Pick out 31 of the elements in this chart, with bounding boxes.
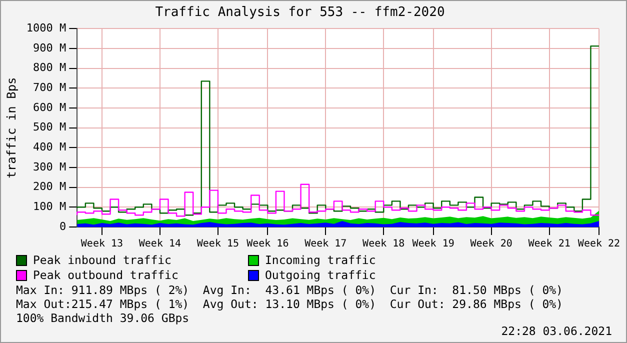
text: 100% Bandwidth 39.06 GBps — [16, 311, 190, 325]
y-tick-label: 600 M — [33, 100, 66, 114]
y-tick-label: 200 M — [33, 180, 66, 194]
y-tick-label: 100 M — [33, 200, 66, 214]
legend-label: Outgoing traffic — [265, 268, 376, 282]
x-tick-label: Week 14 — [138, 238, 182, 250]
chart-title: Traffic Analysis for 553 -- ffm2-2020 — [155, 5, 445, 20]
y-tick-label: 300 M — [33, 160, 66, 174]
text: Max In: 911.89 MBps ( 2%) Avg In: 43.61 MBps ( 0%) Cur In: 81.50 MBps ( 0%) — [16, 283, 564, 297]
x-tick-label: Week 15 — [196, 238, 240, 250]
y-tick-label: 1000 M — [26, 21, 66, 34]
x-tick-label: Week 22 — [578, 238, 620, 250]
text: 22:28 03.06.2021 — [501, 324, 612, 338]
y-tick-label: 900 M — [33, 41, 66, 54]
x-tick-label: Week 18 — [362, 238, 405, 250]
legend-label: Peak inbound traffic — [33, 253, 172, 267]
text: Max Out:215.47 MBps ( 1%) Avg Out: 13.10 MBps ( 0%) Cur Out: 29.86 MBps ( 0%) — [16, 297, 564, 311]
legend-label: Peak outbound traffic — [33, 268, 178, 282]
x-tick-label: Week 19 — [412, 238, 454, 250]
y-tick-label: 800 M — [33, 61, 66, 74]
y-tick-label: 700 M — [33, 80, 66, 94]
y-tick-label: 500 M — [33, 120, 66, 134]
x-tick-label: Week 17 — [304, 238, 347, 250]
x-tick-label: Week 21 — [528, 238, 570, 250]
x-tick-label: Week 16 — [246, 238, 289, 250]
y-axis-title: traffic in Bps — [4, 77, 18, 178]
legend-label: Incoming traffic — [265, 253, 376, 267]
y-tick-label: 0 — [60, 220, 66, 233]
x-tick-label: Week 20 — [470, 238, 512, 250]
x-tick-label: Week 13 — [80, 238, 124, 250]
y-tick-label: 400 M — [33, 140, 66, 154]
